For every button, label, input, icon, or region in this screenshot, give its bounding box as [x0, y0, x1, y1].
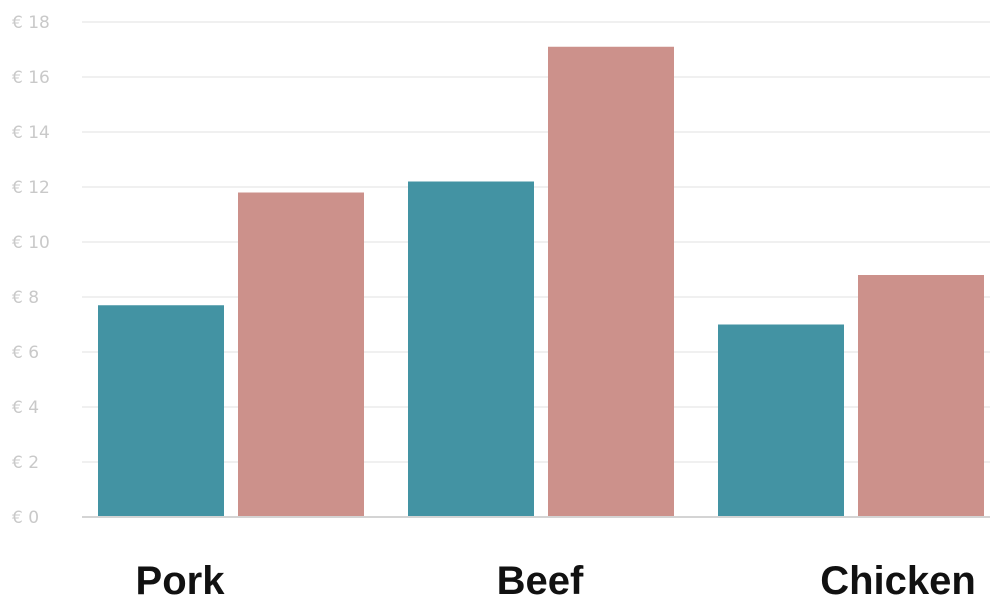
y-tick-label: € 12: [12, 178, 50, 198]
bar-pork-series-1: [98, 305, 224, 517]
y-tick-label: € 4: [12, 398, 39, 418]
bar-chicken-series-2: [858, 275, 984, 517]
x-axis-category-labels: Pork Beef Chicken: [136, 559, 976, 600]
y-axis-tick-labels: € 0 € 2 € 4 € 6 € 8 € 10 € 12 € 14 € 16 € 18: [12, 13, 50, 528]
bars: [98, 46, 984, 517]
y-tick-label: € 18: [12, 13, 50, 33]
y-tick-label: € 2: [12, 453, 39, 473]
category-label-beef: Beef: [497, 559, 584, 600]
gridlines: [82, 21, 990, 463]
y-tick-label: € 6: [12, 343, 39, 363]
bar-pork-series-2: [238, 192, 364, 517]
y-tick-label: € 0: [12, 508, 39, 528]
y-tick-label: € 8: [12, 288, 39, 308]
bar-beef-series-2: [548, 46, 674, 517]
y-tick-label: € 10: [12, 233, 50, 253]
y-tick-label: € 16: [12, 68, 50, 88]
category-label-pork: Pork: [136, 559, 226, 600]
category-label-chicken: Chicken: [820, 559, 976, 600]
y-tick-label: € 14: [12, 123, 50, 143]
bar-chicken-series-1: [718, 324, 844, 517]
bar-beef-series-1: [408, 181, 534, 517]
